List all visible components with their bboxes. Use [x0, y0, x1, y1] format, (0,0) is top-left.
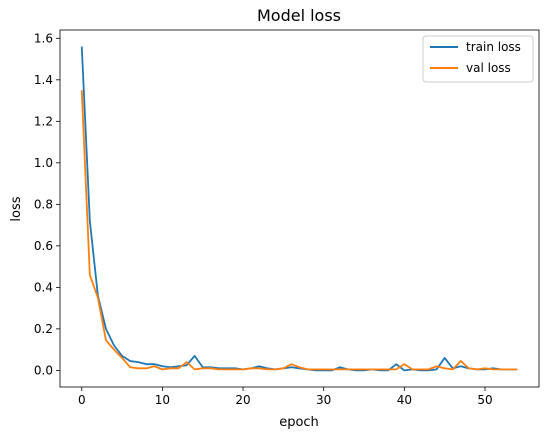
train-loss-line	[80, 46, 518, 372]
val-loss-line	[80, 90, 518, 371]
x-tick-label: 20	[235, 393, 250, 407]
y-tick-label: 0.4	[34, 280, 53, 294]
x-axis: 0 10 20 30 40 50	[78, 387, 493, 407]
plot-frame	[59, 29, 540, 388]
x-tick-label: 0	[78, 393, 86, 407]
x-tick-label: 10	[155, 393, 170, 407]
legend: train loss val loss	[422, 35, 534, 83]
legend-val-label: val loss	[466, 61, 511, 75]
y-tick-label: 1.2	[34, 114, 53, 128]
x-tick-label: 50	[477, 393, 492, 407]
y-tick-label: 1.0	[34, 156, 53, 170]
y-tick-label: 0.2	[34, 322, 53, 336]
y-tick-label: 0.6	[34, 239, 53, 253]
y-tick-label: 0.0	[34, 363, 53, 377]
series-layer	[80, 46, 518, 372]
y-axis-label: loss	[9, 196, 24, 221]
y-axis: 0.0 0.2 0.4 0.6 0.8 1.0 1.2 1.4 1.6	[34, 31, 60, 377]
legend-train-label: train loss	[466, 40, 521, 54]
y-tick-label: 1.6	[34, 31, 53, 45]
x-tick-label: 40	[397, 393, 412, 407]
x-axis-label: epoch	[279, 415, 319, 430]
y-tick-label: 0.8	[34, 197, 53, 211]
x-tick-label: 30	[316, 393, 331, 407]
chart-title: Model loss	[257, 6, 341, 25]
y-tick-label: 1.4	[34, 73, 53, 87]
